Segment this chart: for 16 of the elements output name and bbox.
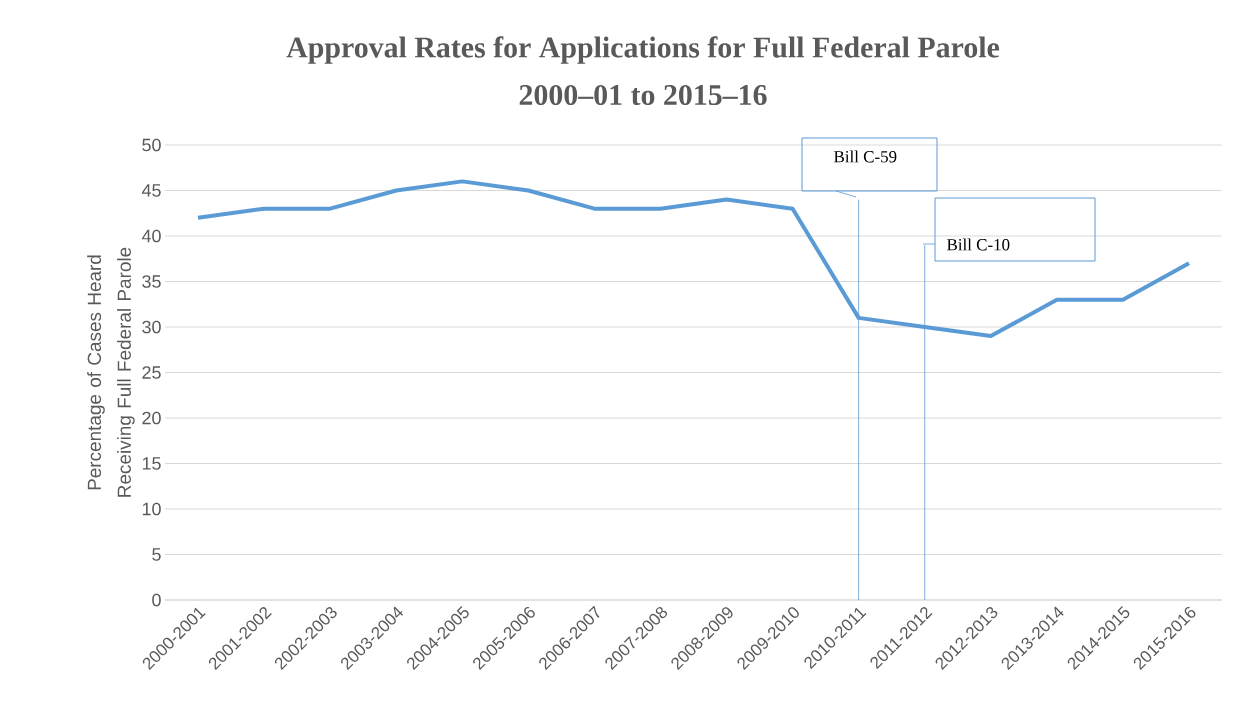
y-tick-label: 0 xyxy=(152,593,161,607)
y-tick-label: 20 xyxy=(142,411,161,425)
ref-line-label: Bill C-10 xyxy=(947,238,1010,251)
y-tick-label: 45 xyxy=(141,184,161,197)
y-tick-label: 30 xyxy=(142,320,161,334)
y-tick-label: 25 xyxy=(142,366,161,379)
ref-line-label: Bill C-59 xyxy=(834,150,897,163)
chart-subtitle: 2000–01 to 2015–16 xyxy=(519,84,767,106)
y-axis-title: Percentage of Cases Heard Receiving Full Federal Parole xyxy=(87,247,135,497)
y-tick-label: 40 xyxy=(141,229,161,243)
chart-title: Approval Rates for Applications for Full Federal Parole xyxy=(286,36,1000,64)
y-tick-label: 15 xyxy=(142,457,161,470)
y-tick-label: 10 xyxy=(142,502,161,516)
y-tick-label: 35 xyxy=(142,275,161,288)
y-tick-label: 5 xyxy=(152,548,161,561)
y-tick-label: 50 xyxy=(142,138,161,152)
